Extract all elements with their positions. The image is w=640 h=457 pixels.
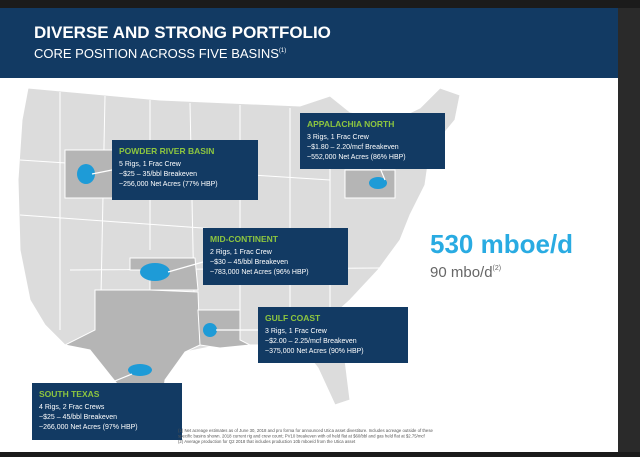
basin-detail: 2 Rigs, 1 Frac Crew: [210, 249, 273, 256]
basin-box: [203, 228, 348, 285]
basin-detail: ~256,000 Net Acres (77% HBP): [119, 181, 218, 188]
viewer-bar: [0, 0, 640, 8]
footnote: specific basins shown. 2018 current rig …: [178, 434, 426, 439]
basin-name: POWDER RIVER BASIN: [119, 146, 214, 156]
oil-note: (2): [493, 265, 502, 272]
subtitle-text: CORE POSITION ACROSS FIVE BASINS: [34, 46, 279, 61]
subtitle-note: (1): [279, 48, 286, 54]
basin-name: APPALACHIA NORTH: [307, 119, 394, 129]
viewer-bottom: [0, 452, 640, 457]
basin-detail: ~266,000 Net Acres (97% HBP): [39, 424, 138, 431]
basin-box: [300, 113, 445, 169]
acreage-appalachia: [369, 177, 387, 189]
oil-text: 90 mbo/d: [430, 264, 493, 281]
state-louisiana: [197, 309, 252, 349]
basin-detail: ~$30 – 45/bbl Breakeven: [210, 259, 288, 266]
basin-detail: ~375,000 Net Acres (90% HBP): [265, 348, 364, 355]
acreage-gulf-coast: [203, 323, 217, 337]
basin-detail: 3 Rigs, 1 Frac Crew: [265, 328, 328, 335]
basin-box: [112, 140, 258, 200]
basin-detail: 4 Rigs, 2 Frac Crews: [39, 404, 105, 411]
total-production: 530 mboe/d: [430, 229, 573, 259]
basin-detail: ~$25 – 45/bbl Breakeven: [39, 414, 117, 421]
basin-name: GULF COAST: [265, 313, 321, 323]
basin-detail: ~$2.00 – 2.25/mcf Breakeven: [265, 338, 357, 345]
basin-detail: ~783,000 Net Acres (96% HBP): [210, 269, 309, 276]
basin-box: [32, 383, 182, 440]
basin-box: [258, 307, 408, 363]
slide-header: [0, 8, 618, 78]
basin-detail: 3 Rigs, 1 Frac Crew: [307, 134, 370, 141]
acreage-mid-continent: [140, 263, 170, 281]
acreage-south-texas: [128, 364, 152, 376]
basin-detail: 5 Rigs, 1 Frac Crew: [119, 161, 182, 168]
slide-subtitle: CORE POSITION ACROSS FIVE BASINS(1): [34, 46, 286, 61]
acreage: [77, 164, 387, 376]
basin-name: SOUTH TEXAS: [39, 389, 100, 399]
basin-detail: ~$1.80 – 2.20/mcf Breakeven: [307, 144, 399, 151]
footnote: (2) Average production for Q2 2018 that …: [178, 439, 356, 444]
slide-title: DIVERSE AND STRONG PORTFOLIO: [34, 23, 331, 42]
footnotes: (1) Net acreage estimates as of June 30,…: [178, 428, 433, 444]
callout-lines: [91, 167, 386, 384]
oil-production: 90 mbo/d(2): [430, 264, 501, 281]
basin-detail: ~552,000 Net Acres (86% HBP): [307, 154, 406, 161]
basin-name: MID-CONTINENT: [210, 234, 279, 244]
basin-boxes: POWDER RIVER BASIN 5 Rigs, 1 Frac Crew ~$2…: [32, 113, 445, 440]
footnote: (1) Net acreage estimates as of June 30,…: [178, 428, 433, 433]
acreage-powder-river: [77, 164, 95, 184]
basin-detail: ~$25 – 35/bbl Breakeven: [119, 171, 197, 178]
